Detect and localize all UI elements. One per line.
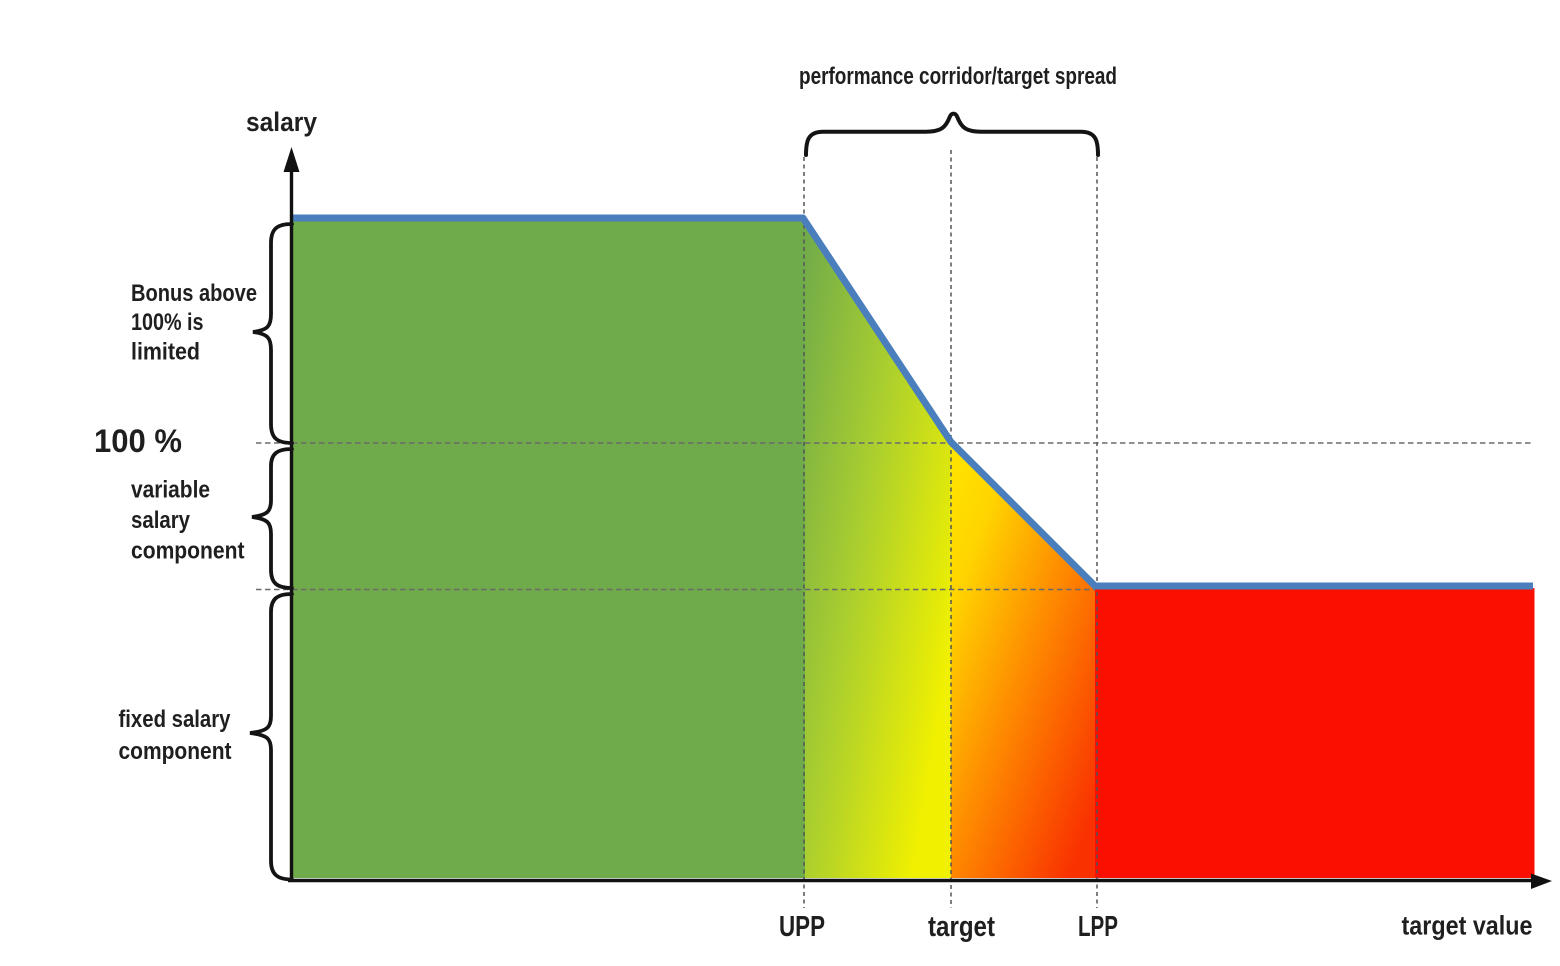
svg-text:target: target	[928, 911, 995, 943]
svg-text:UPP: UPP	[779, 911, 825, 943]
svg-text:performance corridor/target sp: performance corridor/target spread	[799, 63, 1117, 90]
svg-text:component: component	[119, 738, 232, 765]
svg-text:salary: salary	[131, 507, 191, 534]
svg-text:salary: salary	[246, 107, 317, 137]
svg-text:target value: target value	[1402, 911, 1533, 941]
svg-text:variable: variable	[131, 477, 210, 504]
svg-text:100 %: 100 %	[94, 423, 182, 459]
svg-text:LPP: LPP	[1078, 911, 1118, 943]
svg-text:Bonus above: Bonus above	[131, 280, 257, 307]
svg-text:limited: limited	[131, 339, 200, 366]
svg-text:100% is: 100% is	[131, 309, 204, 336]
svg-text:fixed salary: fixed salary	[119, 706, 232, 733]
svg-text:component: component	[131, 538, 245, 565]
